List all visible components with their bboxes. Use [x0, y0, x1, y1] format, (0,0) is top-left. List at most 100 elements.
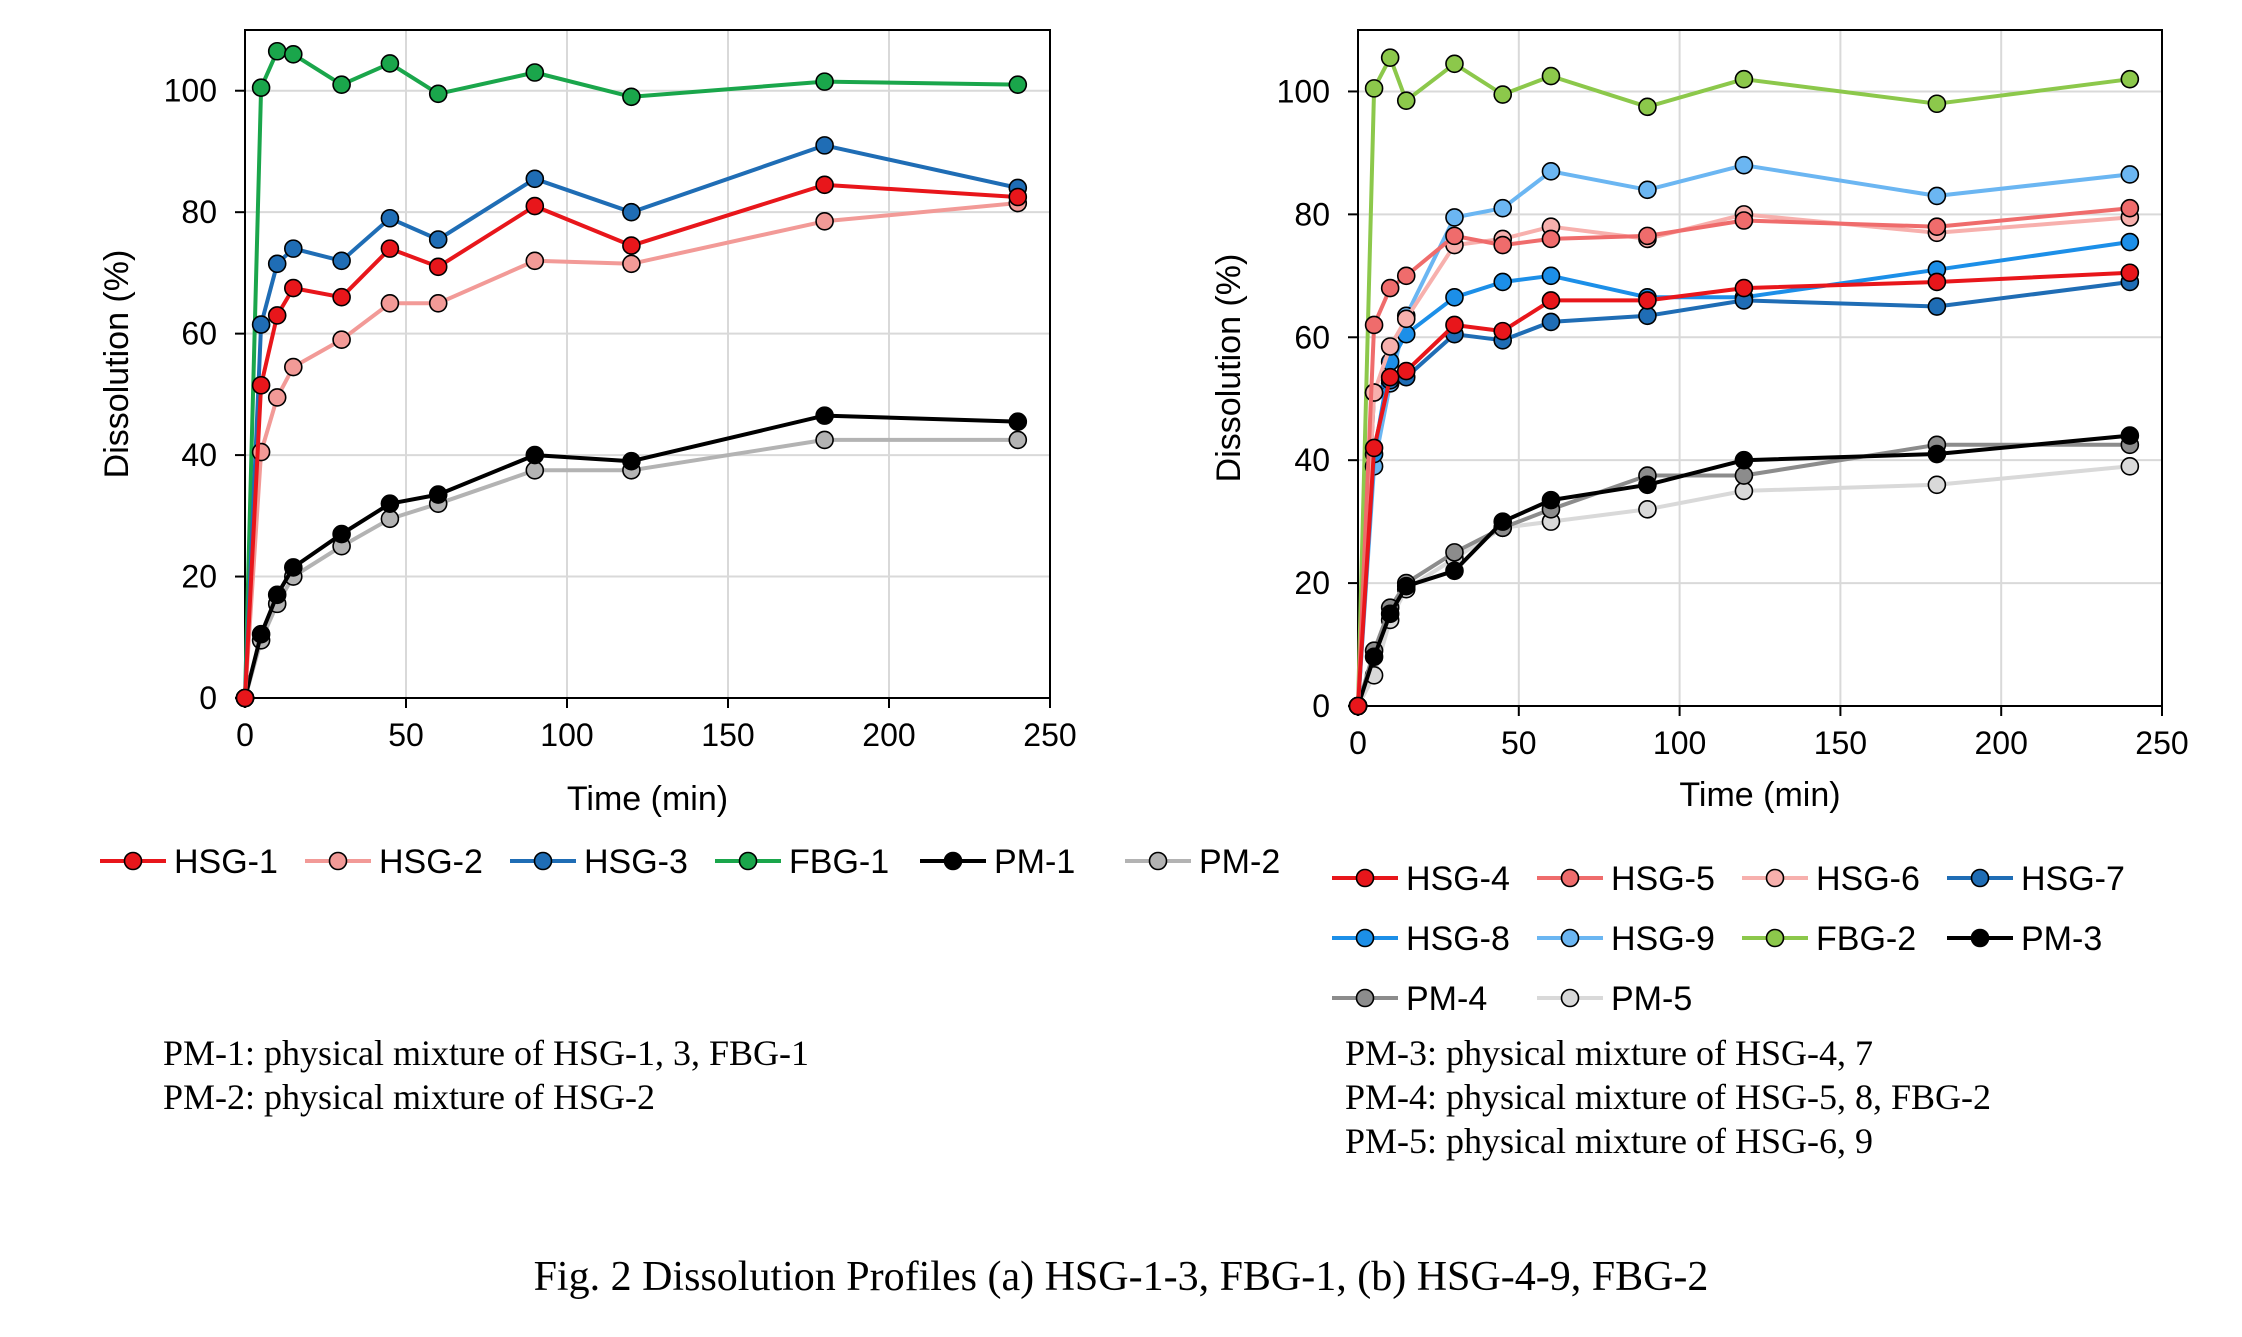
legend-marker — [1765, 928, 1785, 948]
data-point — [622, 254, 641, 274]
note-line: PM-1: physical mixture of HSG-1, 3, FBG-… — [163, 1033, 809, 1073]
data-point — [525, 63, 545, 82]
x-tick-label: 200 — [1975, 725, 2028, 761]
data-point — [1445, 315, 1464, 335]
data-point — [332, 287, 351, 307]
data-point — [1638, 97, 1657, 117]
legend-item: PM-2 — [1125, 843, 1280, 881]
data-point — [1734, 155, 1754, 175]
y-axis-label: Dissolution (%) — [1210, 254, 1248, 483]
legend-item: PM-4 — [1332, 980, 1487, 1018]
plot-area — [244, 29, 1051, 699]
legend-item: HSG-5 — [1537, 860, 1715, 898]
data-point — [1493, 85, 1513, 104]
data-point — [380, 208, 400, 228]
legend-item: HSG-3 — [510, 843, 688, 881]
data-point — [1364, 315, 1384, 335]
data-point — [267, 388, 287, 407]
legend-marker — [1148, 851, 1168, 871]
legend-marker — [1560, 928, 1580, 948]
legend: HSG-4 HSG-5 HSG-6 HSG-7 HSG-8 HSG-9 FBG-2 PM-3 P… — [1332, 860, 2125, 1018]
legend-label: HSG-2 — [379, 843, 483, 881]
data-point — [1445, 543, 1464, 562]
data-point — [1364, 647, 1384, 667]
legend-label: PM-3 — [2021, 920, 2102, 958]
x-tick-label: 100 — [540, 717, 593, 753]
data-point — [1364, 383, 1384, 402]
legend-item: FBG-1 — [715, 843, 889, 881]
data-point — [2120, 232, 2140, 252]
legend-marker — [943, 851, 963, 871]
data-point — [283, 357, 303, 377]
data-point — [815, 175, 834, 195]
data-point — [1493, 512, 1513, 531]
x-tick-label: 150 — [701, 717, 754, 753]
y-tick-label: 60 — [1294, 319, 1330, 355]
legend-marker — [1355, 928, 1375, 948]
data-point — [1927, 217, 1947, 236]
legend-marker — [533, 851, 553, 871]
legend-marker — [1970, 868, 1990, 888]
legend-item: HSG-8 — [1332, 920, 1510, 958]
legend-item: HSG-4 — [1332, 860, 1510, 898]
legend-label: HSG-7 — [2021, 860, 2125, 898]
series-hsg-4 — [1348, 263, 2140, 716]
data-point — [1380, 278, 1400, 298]
y-tick-label: 20 — [181, 559, 217, 595]
data-point — [267, 306, 287, 325]
data-point — [1734, 450, 1754, 470]
data-point — [622, 451, 641, 471]
series-line — [243, 143, 1019, 699]
data-point — [1734, 278, 1754, 298]
y-tick-label: 40 — [1294, 442, 1330, 478]
y-tick-label: 80 — [181, 194, 217, 230]
data-point — [1927, 186, 1947, 206]
series-line — [243, 49, 1018, 699]
series-hsg-2 — [235, 193, 1028, 708]
data-point — [1638, 500, 1657, 519]
data-point — [1734, 211, 1754, 230]
data-point — [1396, 91, 1416, 110]
legend-label: HSG-1 — [174, 843, 278, 881]
legend-marker — [1355, 868, 1375, 888]
data-point — [1541, 291, 1561, 310]
legend-label: FBG-2 — [1816, 920, 1916, 958]
data-point — [283, 239, 303, 258]
y-axis-label: Dissolution (%) — [98, 250, 136, 479]
legend-marker — [1765, 868, 1785, 888]
data-point — [380, 494, 400, 513]
legend-marker — [123, 851, 143, 871]
x-tick-label: 0 — [1349, 725, 1367, 761]
series-pm-1 — [235, 406, 1028, 708]
data-point — [251, 375, 271, 395]
series-hsg-1 — [235, 175, 1028, 708]
note-line: PM-2: physical mixture of HSG-2 — [163, 1077, 655, 1117]
x-axis-label: Time (min) — [1679, 776, 1840, 814]
data-point — [2120, 69, 2140, 89]
data-point — [2120, 263, 2140, 283]
y-tick-label: 100 — [164, 73, 217, 109]
data-point — [1541, 312, 1561, 332]
legend-marker — [1355, 988, 1375, 1008]
data-point — [2120, 165, 2140, 184]
data-point — [1493, 198, 1513, 218]
data-point — [1734, 69, 1754, 89]
legend-marker — [328, 851, 348, 871]
series-line — [1356, 55, 2131, 707]
data-point — [525, 445, 545, 465]
data-point — [428, 485, 448, 504]
data-point — [1445, 54, 1464, 74]
data-point — [251, 315, 271, 334]
data-point — [1734, 481, 1754, 501]
data-point — [1493, 272, 1513, 292]
series-pm-5 — [1348, 457, 2140, 716]
data-point — [332, 330, 351, 350]
legend: HSG-1 HSG-2 HSG-3 FBG-1 PM-1 PM-2 — [100, 843, 1280, 881]
data-point — [332, 251, 351, 271]
data-point — [1927, 475, 1947, 495]
legend-marker — [1560, 988, 1580, 1008]
data-point — [622, 202, 641, 222]
data-point — [1008, 75, 1028, 94]
data-point — [1927, 444, 1947, 464]
